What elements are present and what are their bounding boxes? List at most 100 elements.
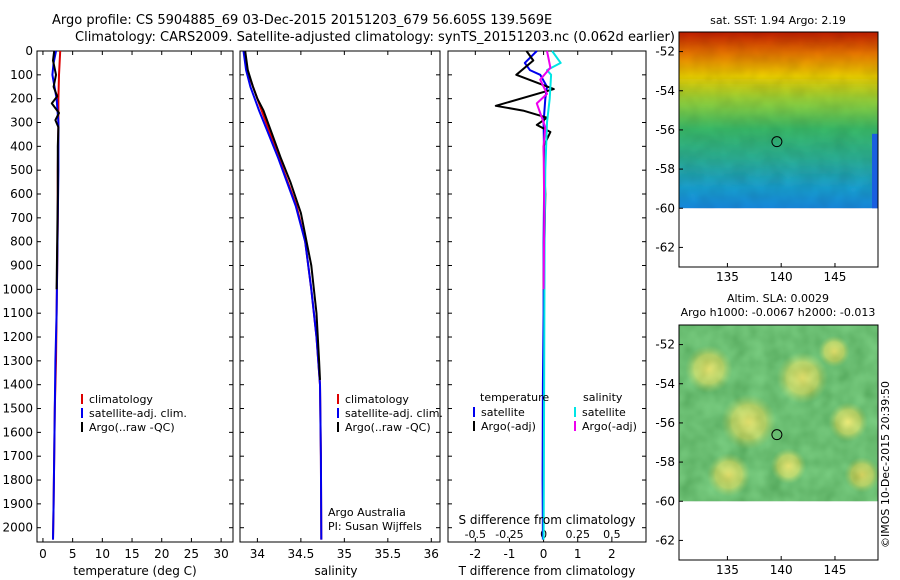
lat-tick-label: -54 <box>655 84 675 98</box>
x-tick-label: 35.5 <box>374 547 401 561</box>
s-tick-label: -0.5 <box>465 528 486 541</box>
sla-anomaly-blob <box>818 335 851 368</box>
depth-tick-label: 1100 <box>2 306 33 320</box>
legend-label-argo: Argo(..raw -QC) <box>345 421 431 434</box>
lon-tick-label: 140 <box>770 270 793 284</box>
sst-field <box>679 32 878 209</box>
lat-tick-label: -56 <box>655 123 675 137</box>
difference-series <box>494 50 562 540</box>
annotation-argo-australia: Argo Australia <box>328 506 406 519</box>
depth-tick-label: 1600 <box>2 425 33 439</box>
difference-xlabel: T difference from climatology <box>458 564 636 578</box>
depth-tick-label: 1700 <box>2 449 33 463</box>
salinity-legend: climatology satellite-adj. clim. Argo(..… <box>337 393 443 434</box>
depth-tick-label: 1400 <box>2 378 33 392</box>
lat-tick-label: -58 <box>655 162 675 176</box>
legend-label-temp-argo: Argo(-adj) <box>481 420 536 433</box>
temperature-legend: climatology satellite-adj. clim. Argo(..… <box>81 393 187 434</box>
x-tick-label: 2 <box>608 547 616 561</box>
title-line-2: Climatology: CARS2009. Satellite-adjuste… <box>75 30 675 45</box>
temperature-axes-frame <box>36 50 234 543</box>
difference-panel: -2 -1 0 1 2 -0.5 -0.25 0 0.25 0.5 T difference f… <box>447 50 647 578</box>
lat-tick-label: -54 <box>655 377 675 391</box>
x-tick-label: 35 <box>337 547 352 561</box>
sla-anomaly-blob <box>844 456 881 493</box>
sla-anomaly-blob <box>776 351 829 404</box>
depth-tick-label: 700 <box>10 211 33 225</box>
legend-label-argo: Argo(..raw -QC) <box>89 421 175 434</box>
imos-watermark: ©IMOS 10-Dec-2015 20:39:50 <box>879 381 892 548</box>
lon-tick-label: 140 <box>770 563 793 577</box>
sst-map-lat-axis: -52 -54 -56 -58 -60 -62 <box>655 45 683 254</box>
sla-map-frame <box>678 324 879 561</box>
lon-tick-label: 135 <box>716 270 739 284</box>
lat-tick-label: -62 <box>655 533 675 547</box>
salinity-difference-axis: -0.5 -0.25 0 0.25 0.5 <box>465 528 621 541</box>
legend-label-temp-satellite: satellite <box>481 406 525 419</box>
x-tick-label: 20 <box>154 547 169 561</box>
lat-tick-label: -58 <box>655 455 675 469</box>
sla-map-lon-axis: 135 140 145 <box>716 556 846 577</box>
sla-anomaly-blob <box>720 393 777 450</box>
temperature-panel: 0100200300400500600700800900100011001200… <box>2 44 234 578</box>
salinity-axes-frame <box>239 50 441 543</box>
difference-x-axis: -2 -1 0 1 2 <box>469 51 616 561</box>
legend-title-temperature: temperature <box>480 391 549 404</box>
s-tick-label: -0.25 <box>495 528 523 541</box>
lat-tick-label: -60 <box>655 201 675 215</box>
difference-xlabel-top: S difference from climatology <box>459 513 636 527</box>
depth-tick-label: 600 <box>10 187 33 201</box>
depth-tick-label: 1000 <box>2 282 33 296</box>
lon-tick-label: 145 <box>824 563 847 577</box>
series-line-argo-raw-qc- <box>244 50 321 380</box>
title-line-1: Argo profile: CS 5904885_69 03-Dec-2015 … <box>52 13 552 28</box>
sla-map-image <box>679 325 881 502</box>
depth-tick-label: 800 <box>10 235 33 249</box>
depth-tick-label: 1800 <box>2 473 33 487</box>
x-tick-label: -1 <box>503 547 515 561</box>
argo-position-marker <box>771 136 783 148</box>
sst-map-image <box>679 32 878 209</box>
depth-tick-label: 1500 <box>2 402 33 416</box>
sla-map-panel: Altim. SLA: 0.0029 Argo h1000: -0.0067 h… <box>655 292 881 577</box>
legend-label-satellite: satellite-adj. clim. <box>345 407 443 420</box>
temperature-series <box>50 50 62 540</box>
sst-map-lon-axis: 135 140 145 <box>716 263 846 284</box>
lat-tick-label: -52 <box>655 45 675 59</box>
depth-tick-label: 0 <box>25 44 33 58</box>
x-tick-label: 34 <box>250 547 265 561</box>
x-tick-label: 36 <box>424 547 439 561</box>
x-tick-label: 10 <box>95 547 110 561</box>
x-tick-label: 5 <box>69 547 77 561</box>
sla-anomaly-blob <box>828 401 869 442</box>
x-tick-label: 0 <box>540 547 548 561</box>
legend-title-salinity: salinity <box>583 391 623 404</box>
salinity-series <box>242 50 323 540</box>
sla-map-lat-axis: -52 -54 -56 -58 -60 -62 <box>655 338 683 547</box>
x-tick-label: 34.5 <box>288 547 315 561</box>
sst-map-panel: sat. SST: 1.94 Argo: 2.19 135 140 145 -52-… <box>655 14 879 284</box>
depth-tick-label: 300 <box>10 116 33 130</box>
depth-tick-label: 500 <box>10 163 33 177</box>
lon-tick-label: 145 <box>824 270 847 284</box>
salinity-panel: 34 34.5 35 35.5 36 salinity climatology sate… <box>239 50 443 578</box>
depth-tick-label: 1300 <box>2 354 33 368</box>
depth-tick-label: 900 <box>10 259 33 273</box>
s-tick-label: 0.5 <box>603 528 621 541</box>
lat-tick-label: -52 <box>655 338 675 352</box>
sla-anomaly-blob <box>706 452 751 497</box>
x-tick-label: -2 <box>469 547 481 561</box>
lat-tick-label: -62 <box>655 240 675 254</box>
difference-legend: temperature satellite Argo(-adj) salinit… <box>473 391 637 433</box>
sst-cold-patch <box>872 133 878 209</box>
salinity-xlabel: salinity <box>314 564 357 578</box>
sla-map-subtitle: Argo h1000: -0.0067 h2000: -0.013 <box>681 306 876 319</box>
depth-tick-label: 1200 <box>2 330 33 344</box>
legend-label-climatology: climatology <box>89 393 153 406</box>
legend-label-satellite: satellite-adj. clim. <box>89 407 187 420</box>
depth-tick-label: 1900 <box>2 497 33 511</box>
x-tick-label: 15 <box>124 547 139 561</box>
lat-tick-label: -56 <box>655 416 675 430</box>
sla-map-title: Altim. SLA: 0.0029 <box>727 292 829 305</box>
sst-map-frame <box>678 31 879 268</box>
